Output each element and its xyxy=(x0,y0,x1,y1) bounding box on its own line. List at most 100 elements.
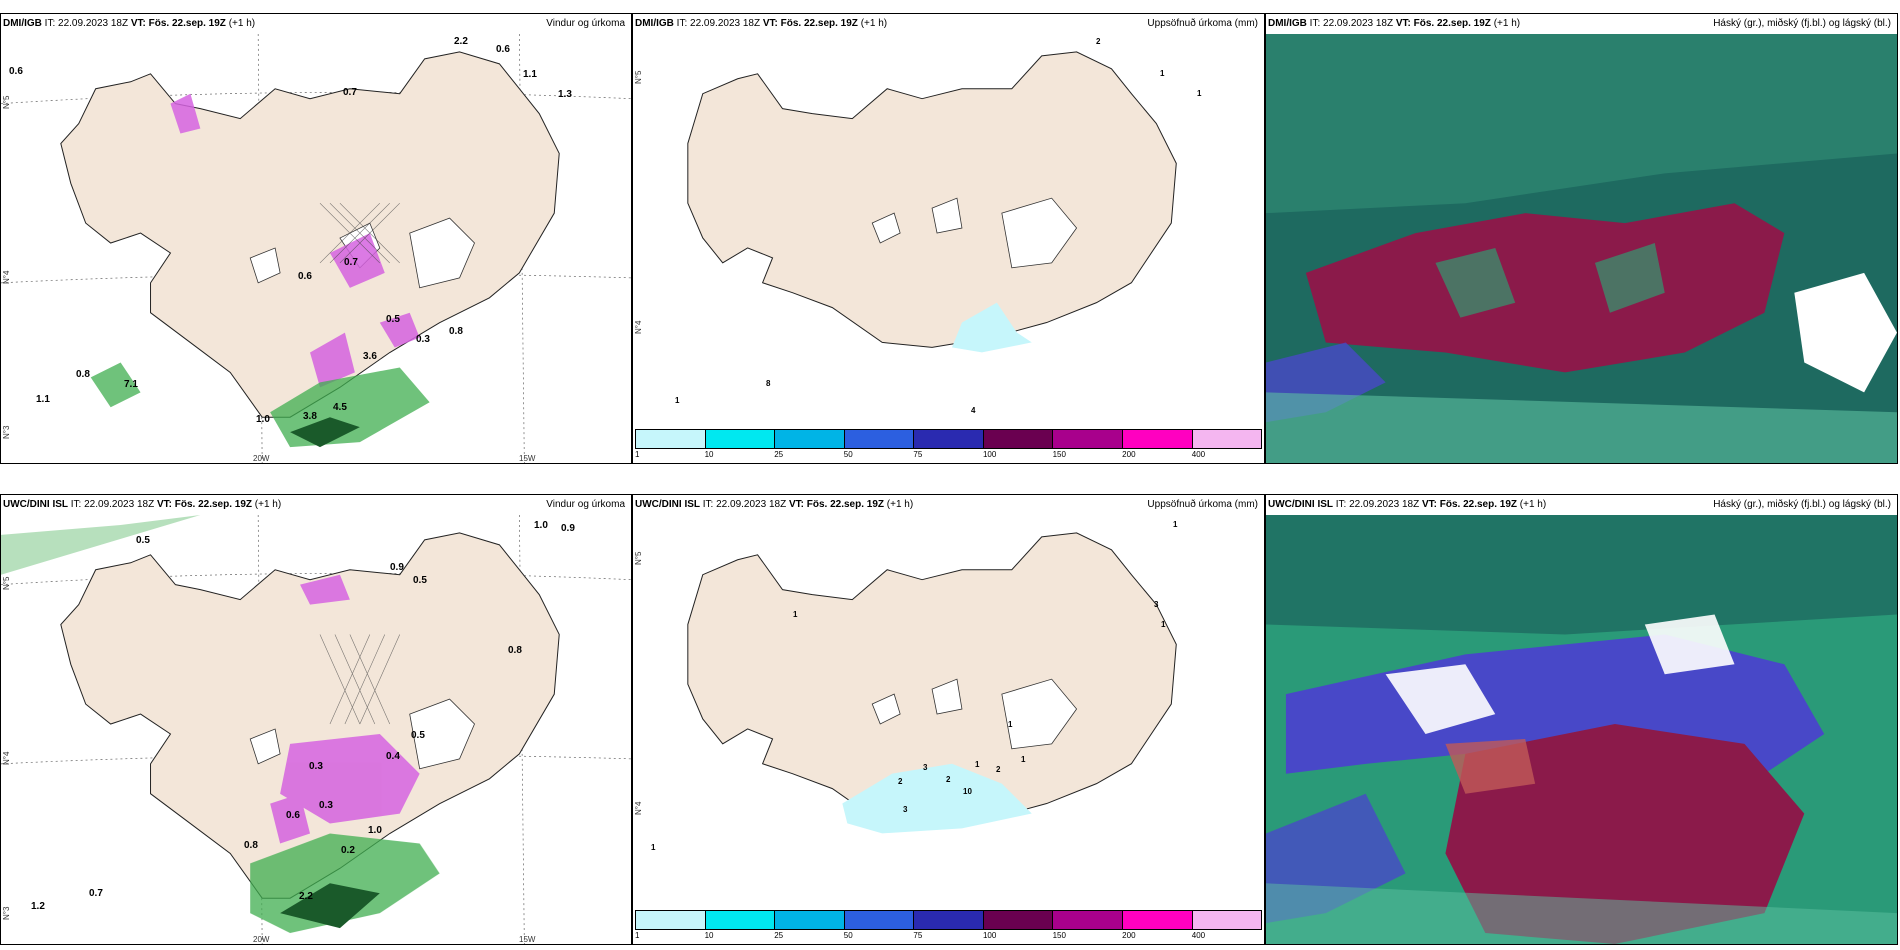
panel-title: Vindur og úrkoma xyxy=(546,499,625,510)
panel-accum-precip-dmi: DMI/IGB IT: 22.09.2023 18Z VT: Fös. 22.s… xyxy=(632,13,1265,464)
legend-tick: 1 xyxy=(635,931,640,940)
iceland-land xyxy=(687,532,1177,829)
map-area xyxy=(1266,34,1897,463)
panel-title: Uppsöfnuð úrkoma (mm) xyxy=(1147,18,1258,29)
model-name: UWC/DINI ISL xyxy=(3,499,68,510)
precip-value: 1 xyxy=(1021,755,1026,764)
legend-tick: 400 xyxy=(1191,931,1206,940)
map-area xyxy=(1,515,631,944)
iceland-land xyxy=(60,532,560,899)
valid-time: Fös. 22.sep. 19Z xyxy=(1439,499,1518,510)
precip-value: 2 xyxy=(898,777,903,786)
model-name: DMI/IGB xyxy=(3,18,42,29)
precip-value: 0.3 xyxy=(319,800,333,811)
legend-tick: 75 xyxy=(913,450,923,459)
panel-title: Háský (gr.), miðský (fj.bl.) og lágský (… xyxy=(1713,18,1891,29)
legend-swatch xyxy=(914,430,984,448)
valid-time: Fös. 22.sep. 19Z xyxy=(174,499,253,510)
model-name: UWC/DINI ISL xyxy=(635,499,700,510)
legend-tick: 50 xyxy=(843,450,853,459)
init-time: 22.09.2023 18Z xyxy=(690,18,761,29)
precip-value: 1 xyxy=(1173,520,1178,529)
precip-value: 0.9 xyxy=(561,523,575,534)
precip-value: 2 xyxy=(946,775,951,784)
legend-swatch xyxy=(705,430,776,448)
precip-value: 0.7 xyxy=(89,888,103,899)
legend-swatch xyxy=(1122,430,1193,448)
precip-value: 1 xyxy=(1161,620,1166,629)
precip-value: 1.0 xyxy=(256,414,270,425)
precip-value: 0.6 xyxy=(298,271,312,282)
color-legend: 1 10 25 50 75 100 150 200 400 xyxy=(635,910,1262,942)
lon-axis-label: 15W xyxy=(519,454,536,463)
precip-value: 1 xyxy=(1008,720,1013,729)
legend-swatch xyxy=(1122,911,1193,929)
precip-value: 3.6 xyxy=(363,351,377,362)
color-legend: 1 10 25 50 75 100 150 200 400 xyxy=(635,429,1262,461)
iceland-land xyxy=(687,51,1177,348)
precip-value: 0.5 xyxy=(413,575,427,586)
precip-value: 2 xyxy=(996,765,1001,774)
precip-value: 1.0 xyxy=(368,825,382,836)
lat-axis-label: N°5 xyxy=(634,70,643,84)
lat-axis-label: N°4 xyxy=(2,751,11,765)
lon-axis-label: 20W xyxy=(253,935,270,944)
legend-swatch xyxy=(914,911,984,929)
precip-value: 2 xyxy=(1096,37,1101,46)
lat-axis-label: N°5 xyxy=(2,576,11,590)
lat-axis-label: N°5 xyxy=(634,551,643,565)
legend-tick: 150 xyxy=(1052,450,1066,459)
legend-swatch xyxy=(775,430,845,448)
precip-value: 4.5 xyxy=(333,402,347,413)
precip-value: 0.8 xyxy=(244,840,258,851)
legend-tick: 10 xyxy=(704,931,714,940)
legend-swatch xyxy=(983,911,1054,929)
precip-value: 0.7 xyxy=(344,257,358,268)
precip-value: 1.3 xyxy=(558,89,572,100)
legend-bar xyxy=(635,429,1262,449)
legend-tick: 1 xyxy=(635,450,640,459)
map-area xyxy=(1,34,631,463)
precip-value: 1 xyxy=(1160,69,1165,78)
legend-ticks: 1 10 25 50 75 100 150 200 400 xyxy=(635,930,1262,942)
panel-header: DMI/IGB IT: 22.09.2023 18Z VT: Fös. 22.s… xyxy=(1,14,631,34)
legend-swatch xyxy=(1192,911,1262,929)
lat-axis-label: N°5 xyxy=(2,95,11,109)
precip-value: 3.8 xyxy=(303,411,317,422)
model-name: DMI/IGB xyxy=(1268,18,1307,29)
panel-header: DMI/IGB IT: 22.09.2023 18Z VT: Fös. 22.s… xyxy=(1266,14,1897,34)
precip-value: 1 xyxy=(675,396,680,405)
legend-tick: 100 xyxy=(982,450,997,459)
legend-tick: 200 xyxy=(1122,450,1136,459)
valid-time: Fös. 22.sep. 19Z xyxy=(780,18,858,29)
lat-axis-label: N°3 xyxy=(2,425,11,439)
precip-value: 8 xyxy=(766,379,771,388)
legend-tick: 10 xyxy=(704,450,714,459)
precip-value: 1.1 xyxy=(523,69,537,80)
precip-value: 0.6 xyxy=(286,810,300,821)
legend-swatch xyxy=(1053,430,1123,448)
precip-value: 0.7 xyxy=(343,87,357,98)
init-time: 22.09.2023 18Z xyxy=(716,499,787,510)
precip-value: 1 xyxy=(1197,89,1202,98)
panel-wind-precip-uwc: UWC/DINI ISL IT: 22.09.2023 18Z VT: Fös.… xyxy=(0,494,632,945)
init-time: 22.09.2023 18Z xyxy=(84,499,155,510)
precip-value: 1.0 xyxy=(534,520,548,531)
precip-value: 0.8 xyxy=(449,326,463,337)
legend-tick: 25 xyxy=(774,931,784,940)
precip-value: 3 xyxy=(903,805,908,814)
panel-wind-precip-dmi: DMI/IGB IT: 22.09.2023 18Z VT: Fös. 22.s… xyxy=(0,13,632,464)
iceland-land xyxy=(60,51,560,418)
precip-value: 0.6 xyxy=(9,66,23,77)
precip-value: 1 xyxy=(793,610,798,619)
legend-tick: 200 xyxy=(1122,931,1136,940)
panel-clouds-uwc: UWC/DINI ISL IT: 22.09.2023 18Z VT: Fös.… xyxy=(1265,494,1898,945)
precip-value: 1 xyxy=(651,843,656,852)
legend-tick: 75 xyxy=(913,931,923,940)
legend-swatch xyxy=(636,430,706,448)
precip-value: 0.3 xyxy=(309,761,323,772)
precip-value: 2.2 xyxy=(299,891,313,902)
precip-value: 3 xyxy=(1154,600,1159,609)
legend-tick: 150 xyxy=(1052,931,1066,940)
legend-tick: 100 xyxy=(982,931,997,940)
